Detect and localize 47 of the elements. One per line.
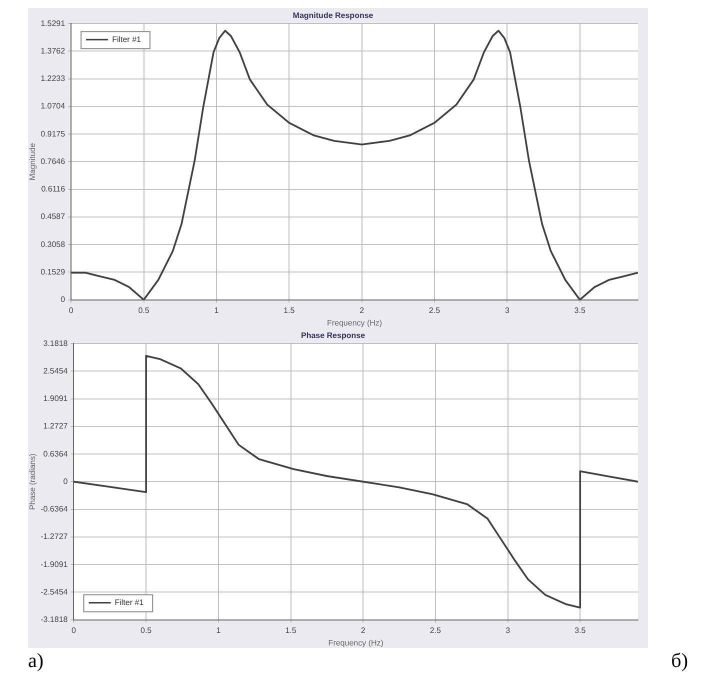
legend-label: Filter #1: [114, 598, 144, 608]
y-tick-label: -2.5454: [40, 587, 68, 596]
x-tick-label: 3.5: [574, 626, 586, 635]
x-tick-label: 1: [214, 306, 220, 315]
y-tick-label: -0.6364: [40, 504, 68, 514]
y-axis-title: Magnitude: [28, 142, 38, 180]
y-tick-label: 1.0704: [40, 102, 66, 111]
y-tick-label: 0.6364: [43, 449, 68, 458]
y-tick-label: 0.6116: [41, 184, 66, 194]
x-axis-title: Frequency (Hz): [328, 638, 384, 648]
y-tick-label: 1.2233: [40, 74, 66, 84]
y-tick-label: 1.2727: [43, 422, 68, 431]
x-tick-label: 3: [506, 626, 511, 635]
y-tick-label: 0.1529: [40, 267, 66, 276]
chart-title: Magnitude Response: [292, 11, 374, 20]
text: б): [671, 650, 688, 673]
y-tick-label: 2.5454: [43, 366, 68, 376]
chart-title: Phase Response: [300, 331, 366, 340]
y-tick-label: 3.1818: [43, 338, 68, 348]
text: а): [28, 650, 44, 673]
x-tick-label: 2.5: [430, 626, 442, 635]
y-tick-label: -1.2727: [40, 532, 68, 542]
x-tick-label: 3.5: [574, 306, 586, 315]
x-tick-label: 0.5: [140, 626, 152, 635]
y-tick-label: -1.9091: [40, 560, 68, 569]
x-tick-label: 0.5: [138, 306, 150, 315]
y-tick-label: 0: [63, 476, 68, 486]
x-tick-label: 1.5: [284, 306, 296, 315]
y-tick-label: -3.1818: [40, 615, 68, 624]
y-axis-title: Phase (radians): [28, 453, 38, 510]
x-tick-label: 2: [360, 626, 366, 635]
y-tick-label: 0.4587: [40, 212, 66, 222]
x-tick-label: 1.5: [285, 626, 297, 635]
y-tick-label: 0.9175: [40, 129, 66, 138]
x-axis-title: Frequency (Hz): [326, 318, 382, 328]
x-tick-label: 2: [360, 306, 365, 315]
x-tick-label: 2.5: [428, 306, 441, 315]
y-tick-label: 0: [60, 295, 66, 304]
x-tick-label: 0: [72, 626, 77, 635]
y-tick-label: 1.5291: [40, 18, 66, 28]
y-tick-label: 0.3058: [40, 240, 66, 249]
legend-label: Filter #1: [112, 34, 142, 44]
x-tick-label: 3: [504, 306, 510, 315]
y-tick-label: 1.9091: [43, 394, 68, 404]
y-tick-label: 1.3762: [40, 46, 66, 56]
x-tick-label: 1: [216, 626, 222, 635]
y-tick-label: 0.7646: [40, 156, 66, 166]
